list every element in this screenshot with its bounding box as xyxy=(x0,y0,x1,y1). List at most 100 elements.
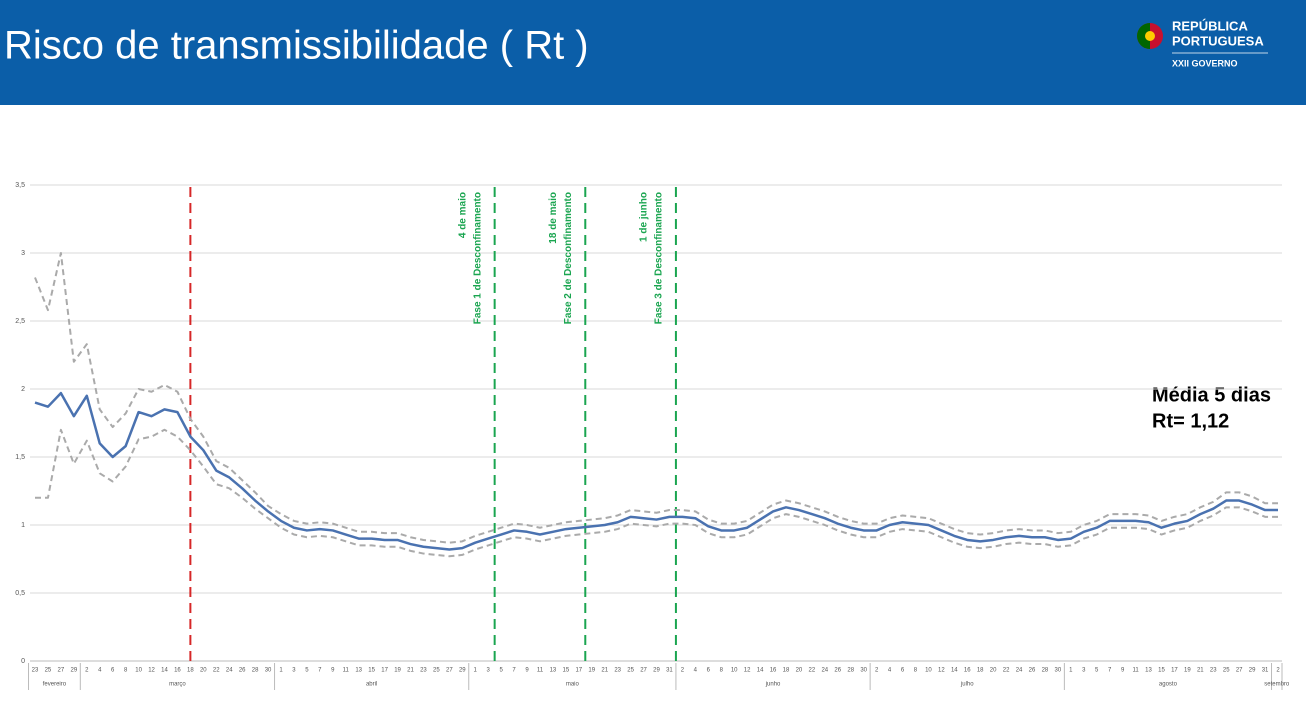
x-tick-label: 24 xyxy=(1016,668,1023,674)
x-tick-label: 1 xyxy=(1069,668,1073,674)
x-tick-label: 25 xyxy=(433,668,440,674)
x-tick-label: 18 xyxy=(977,668,984,674)
x-tick-label: 26 xyxy=(834,668,841,674)
slide-title: Risco de transmissibilidade ( Rt ) xyxy=(4,24,589,68)
x-tick-label: 21 xyxy=(601,668,608,674)
x-tick-label: 15 xyxy=(563,668,570,674)
x-tick-label: 12 xyxy=(148,668,155,674)
x-tick-label: 13 xyxy=(355,668,362,674)
x-tick-label: 20 xyxy=(796,668,803,674)
x-tick-label: 9 xyxy=(331,668,335,674)
x-tick-label: 25 xyxy=(1223,668,1230,674)
x-tick-label: 9 xyxy=(525,668,529,674)
x-tick-label: 16 xyxy=(964,668,971,674)
y-tick-label: 1,5 xyxy=(15,454,25,461)
x-tick-label: 7 xyxy=(1108,668,1112,674)
x-tick-label: 6 xyxy=(707,668,711,674)
logo-text: PORTUGUESA xyxy=(1172,33,1264,48)
x-tick-label: 19 xyxy=(588,668,595,674)
logo-text: XXII GOVERNO xyxy=(1172,58,1238,68)
x-tick-label: 22 xyxy=(809,668,816,674)
x-tick-label: 3 xyxy=(292,668,296,674)
x-tick-label: 29 xyxy=(653,668,660,674)
x-tick-label: 25 xyxy=(627,668,634,674)
x-tick-label: 14 xyxy=(951,668,958,674)
annotation: Média 5 dias xyxy=(1152,384,1271,406)
x-tick-label: 17 xyxy=(1171,668,1178,674)
event-label: 18 de maio xyxy=(548,192,559,244)
annotation: Rt= 1,12 xyxy=(1152,410,1229,432)
x-tick-label: 8 xyxy=(914,668,918,674)
x-tick-label: 2 xyxy=(875,668,879,674)
x-tick-label: 24 xyxy=(226,668,233,674)
x-tick-label: 10 xyxy=(925,668,932,674)
y-tick-label: 2,5 xyxy=(15,318,25,325)
x-tick-label: 31 xyxy=(1262,668,1269,674)
month-label: fevereiro xyxy=(43,682,67,688)
x-tick-label: 30 xyxy=(860,668,867,674)
event-label: 4 de maio xyxy=(457,192,468,238)
x-tick-label: 8 xyxy=(720,668,724,674)
x-tick-label: 30 xyxy=(1055,668,1062,674)
y-tick-label: 0,5 xyxy=(15,590,25,597)
x-tick-label: 10 xyxy=(731,668,738,674)
x-tick-label: 27 xyxy=(1236,668,1243,674)
x-tick-label: 25 xyxy=(45,668,52,674)
x-tick-label: 5 xyxy=(1095,668,1099,674)
x-tick-label: 20 xyxy=(200,668,207,674)
x-tick-label: 14 xyxy=(757,668,764,674)
x-tick-label: 13 xyxy=(1145,668,1152,674)
event-label: Fase 2 de Desconfinamento xyxy=(563,192,574,324)
x-tick-label: 6 xyxy=(901,668,905,674)
y-tick-label: 3 xyxy=(21,250,25,257)
x-tick-label: 18 xyxy=(783,668,790,674)
y-tick-label: 0 xyxy=(21,658,25,665)
x-tick-label: 11 xyxy=(1132,668,1139,674)
x-tick-label: 13 xyxy=(550,668,557,674)
x-tick-label: 23 xyxy=(614,668,621,674)
x-tick-label: 22 xyxy=(213,668,220,674)
x-tick-label: 6 xyxy=(111,668,115,674)
x-tick-label: 11 xyxy=(537,668,544,674)
x-tick-label: 11 xyxy=(343,668,350,674)
x-tick-label: 18 xyxy=(187,668,194,674)
logo-text: REPÚBLICA xyxy=(1172,18,1248,33)
event-label: Fase 3 de Desconfinamento xyxy=(654,192,665,324)
x-tick-label: 21 xyxy=(1197,668,1204,674)
x-tick-label: 12 xyxy=(744,668,751,674)
x-tick-label: 4 xyxy=(98,668,102,674)
x-tick-label: 26 xyxy=(1029,668,1036,674)
month-label: setembro xyxy=(1264,682,1290,688)
x-tick-label: 1 xyxy=(279,668,283,674)
x-tick-label: 27 xyxy=(58,668,65,674)
x-tick-label: 28 xyxy=(847,668,854,674)
month-label: abril xyxy=(366,682,377,688)
x-tick-label: 4 xyxy=(694,668,698,674)
x-tick-label: 29 xyxy=(459,668,466,674)
x-tick-label: 27 xyxy=(446,668,453,674)
x-tick-label: 28 xyxy=(252,668,259,674)
x-tick-label: 19 xyxy=(1184,668,1191,674)
x-tick-label: 17 xyxy=(381,668,388,674)
x-tick-label: 8 xyxy=(124,668,128,674)
x-tick-label: 12 xyxy=(938,668,945,674)
y-tick-label: 2 xyxy=(21,386,25,393)
y-tick-label: 1 xyxy=(21,522,25,529)
x-tick-label: 24 xyxy=(821,668,828,674)
event-label: Fase 1 de Desconfinamento xyxy=(472,192,483,324)
logo: REPÚBLICA PORTUGUESA XXII GOVERNO xyxy=(1137,18,1268,68)
x-tick-label: 20 xyxy=(990,668,997,674)
x-tick-label: 5 xyxy=(305,668,309,674)
x-tick-label: 29 xyxy=(71,668,78,674)
x-tick-label: 26 xyxy=(239,668,246,674)
bound-line xyxy=(34,252,1278,544)
x-tick-label: 1 xyxy=(474,668,478,674)
x-tick-label: 4 xyxy=(888,668,892,674)
logo-emblem-green xyxy=(1137,23,1150,49)
x-tick-label: 9 xyxy=(1121,668,1125,674)
x-tick-label: 30 xyxy=(265,668,272,674)
x-tick-label: 31 xyxy=(666,668,673,674)
month-label: março xyxy=(169,682,186,688)
month-label: maio xyxy=(566,682,580,688)
